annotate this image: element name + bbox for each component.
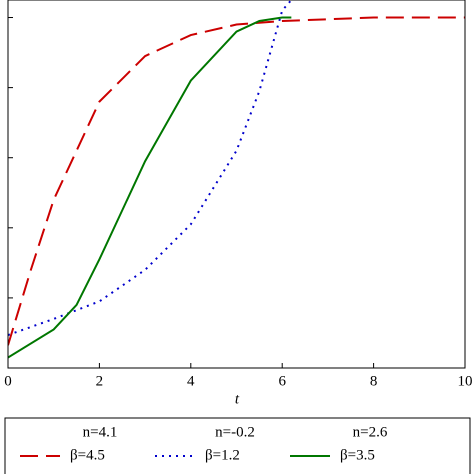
x-axis-label: t xyxy=(235,391,240,407)
legend-n-label: n=4.1 xyxy=(83,424,118,440)
series-line xyxy=(8,16,292,359)
x-tick-label: 6 xyxy=(278,373,286,389)
legend-label: β=3.5 xyxy=(340,447,375,463)
series-line xyxy=(8,0,293,336)
x-tick-label: 4 xyxy=(187,373,195,389)
x-tick-label: 0 xyxy=(4,373,12,389)
legend-n-label: n=-0.2 xyxy=(215,424,255,440)
x-tick-label: 2 xyxy=(96,373,104,389)
legend-box xyxy=(4,417,471,474)
legend-label: β=4.5 xyxy=(70,447,105,463)
series-line xyxy=(8,16,465,346)
legend-n-label: n=2.6 xyxy=(353,424,388,440)
plot-frame xyxy=(7,0,466,369)
legend-label: β=1.2 xyxy=(205,447,240,463)
x-tick-label: 8 xyxy=(370,373,378,389)
x-tick-label: 10 xyxy=(458,373,473,389)
